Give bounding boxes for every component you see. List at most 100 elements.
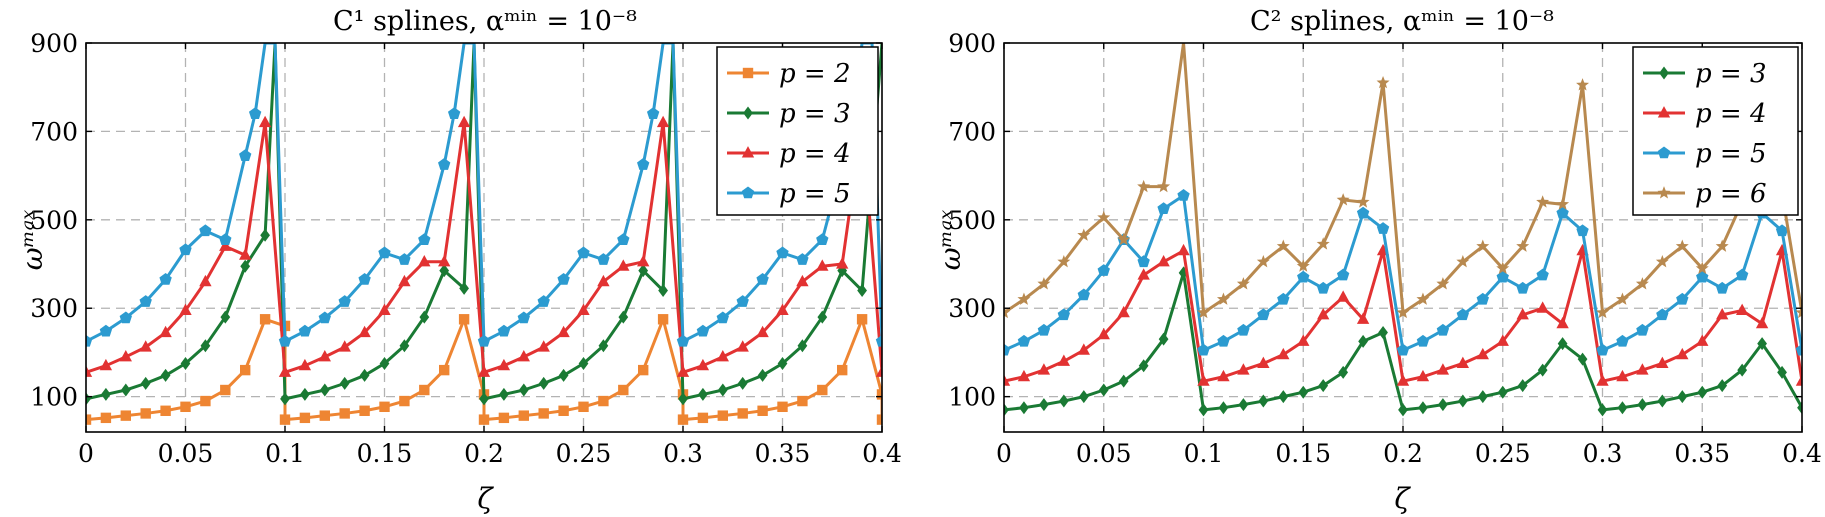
- data-point: [1716, 308, 1729, 320]
- data-point: [538, 376, 549, 390]
- data-point: [857, 284, 867, 298]
- data-point: [1416, 292, 1430, 305]
- data-point: [598, 395, 609, 407]
- data-point: [399, 395, 410, 407]
- data-point: [1097, 210, 1111, 224]
- data-point: [875, 365, 882, 377]
- data-point: [497, 358, 511, 371]
- data-point: [1376, 75, 1390, 89]
- data-point: [796, 253, 809, 265]
- y-tick-label: 900: [948, 29, 996, 58]
- data-point: [698, 387, 708, 401]
- y-tick-label: 100: [30, 383, 78, 412]
- data-point: [1416, 334, 1430, 347]
- data-point: [577, 303, 590, 315]
- data-point: [1238, 398, 1249, 412]
- data-point: [1158, 332, 1169, 346]
- x-tick-label: 0: [78, 439, 94, 468]
- data-point: [777, 356, 788, 370]
- data-point: [1737, 363, 1748, 377]
- data-point: [837, 364, 848, 376]
- data-point: [439, 264, 450, 278]
- data-point: [1596, 343, 1609, 356]
- data-point: [280, 392, 290, 406]
- legend: p = 3 p = 4 p = 5 p = 6: [1632, 46, 1799, 216]
- data-point: [1017, 292, 1031, 305]
- x-tick-label: 0.3: [1583, 439, 1623, 468]
- legend-entry-label: p = 4: [1695, 99, 1767, 129]
- data-point: [1616, 334, 1629, 347]
- data-point: [1398, 403, 1408, 417]
- data-point: [1317, 281, 1330, 294]
- data-point: [1177, 189, 1190, 201]
- data-point: [258, 115, 272, 128]
- data-point: [1296, 259, 1310, 272]
- data-point: [358, 272, 371, 285]
- data-point: [1057, 254, 1071, 268]
- data-point: [1197, 374, 1210, 386]
- data-point: [1216, 292, 1230, 305]
- data-point: [477, 365, 491, 377]
- data-point: [179, 303, 192, 315]
- data-point: [260, 228, 270, 242]
- chart-c1-splines: C¹ splines, αᵐⁱⁿ = 10⁻⁸ ζ ωᵐᵃˣ 0 0.05 0.1 0…: [16, 6, 902, 515]
- data-point: [1297, 334, 1310, 346]
- data-point: [220, 384, 231, 396]
- y-axis-label: ωᵐᵃˣ: [934, 210, 967, 271]
- data-point: [298, 324, 312, 337]
- data-point: [359, 405, 370, 416]
- data-point: [279, 414, 291, 425]
- data-point: [1615, 292, 1629, 305]
- x-tick-label: 0.05: [158, 439, 214, 468]
- data-point: [1436, 363, 1450, 375]
- data-point: [1557, 337, 1568, 351]
- data-point: [1457, 394, 1468, 408]
- data-point: [1376, 222, 1390, 234]
- data-point: [498, 412, 510, 424]
- data-point: [756, 272, 769, 285]
- data-point: [716, 350, 729, 362]
- data-point: [1556, 206, 1569, 219]
- data-point: [1197, 343, 1210, 356]
- data-point: [339, 376, 350, 390]
- data-point: [1097, 327, 1110, 340]
- data-point: [159, 325, 172, 338]
- y-tick-label: 500: [948, 206, 996, 235]
- data-point: [618, 384, 629, 396]
- data-point: [617, 259, 630, 271]
- data-point: [597, 274, 610, 287]
- data-point: [557, 272, 570, 285]
- data-point: [776, 303, 789, 315]
- data-point: [1396, 305, 1410, 319]
- data-point: [1117, 305, 1130, 318]
- data-point: [1516, 239, 1530, 252]
- legend-marker: [741, 146, 755, 158]
- data-point: [876, 389, 882, 400]
- chart-title: C¹ splines, αᵐⁱⁿ = 10⁻⁸: [333, 6, 637, 37]
- data-point: [1217, 334, 1230, 347]
- data-point: [1157, 254, 1170, 267]
- data-point: [319, 410, 330, 421]
- data-point: [477, 334, 491, 347]
- data-point: [199, 274, 212, 287]
- data-point: [418, 254, 431, 267]
- data-point: [737, 376, 748, 390]
- legend-marker: [741, 186, 755, 199]
- data-point: [676, 334, 690, 347]
- data-point: [1257, 308, 1270, 321]
- y-tick-label: 300: [30, 294, 78, 323]
- data-point: [378, 303, 391, 315]
- data-point: [1476, 292, 1489, 305]
- data-point: [658, 284, 668, 298]
- data-point: [438, 158, 451, 170]
- data-point: [199, 224, 212, 237]
- data-point: [160, 405, 171, 416]
- data-point: [1137, 268, 1150, 280]
- data-point: [1656, 356, 1669, 369]
- data-point: [379, 356, 390, 370]
- data-point: [159, 272, 172, 285]
- data-point: [1297, 270, 1310, 283]
- data-point: [86, 334, 93, 347]
- data-point: [139, 340, 152, 352]
